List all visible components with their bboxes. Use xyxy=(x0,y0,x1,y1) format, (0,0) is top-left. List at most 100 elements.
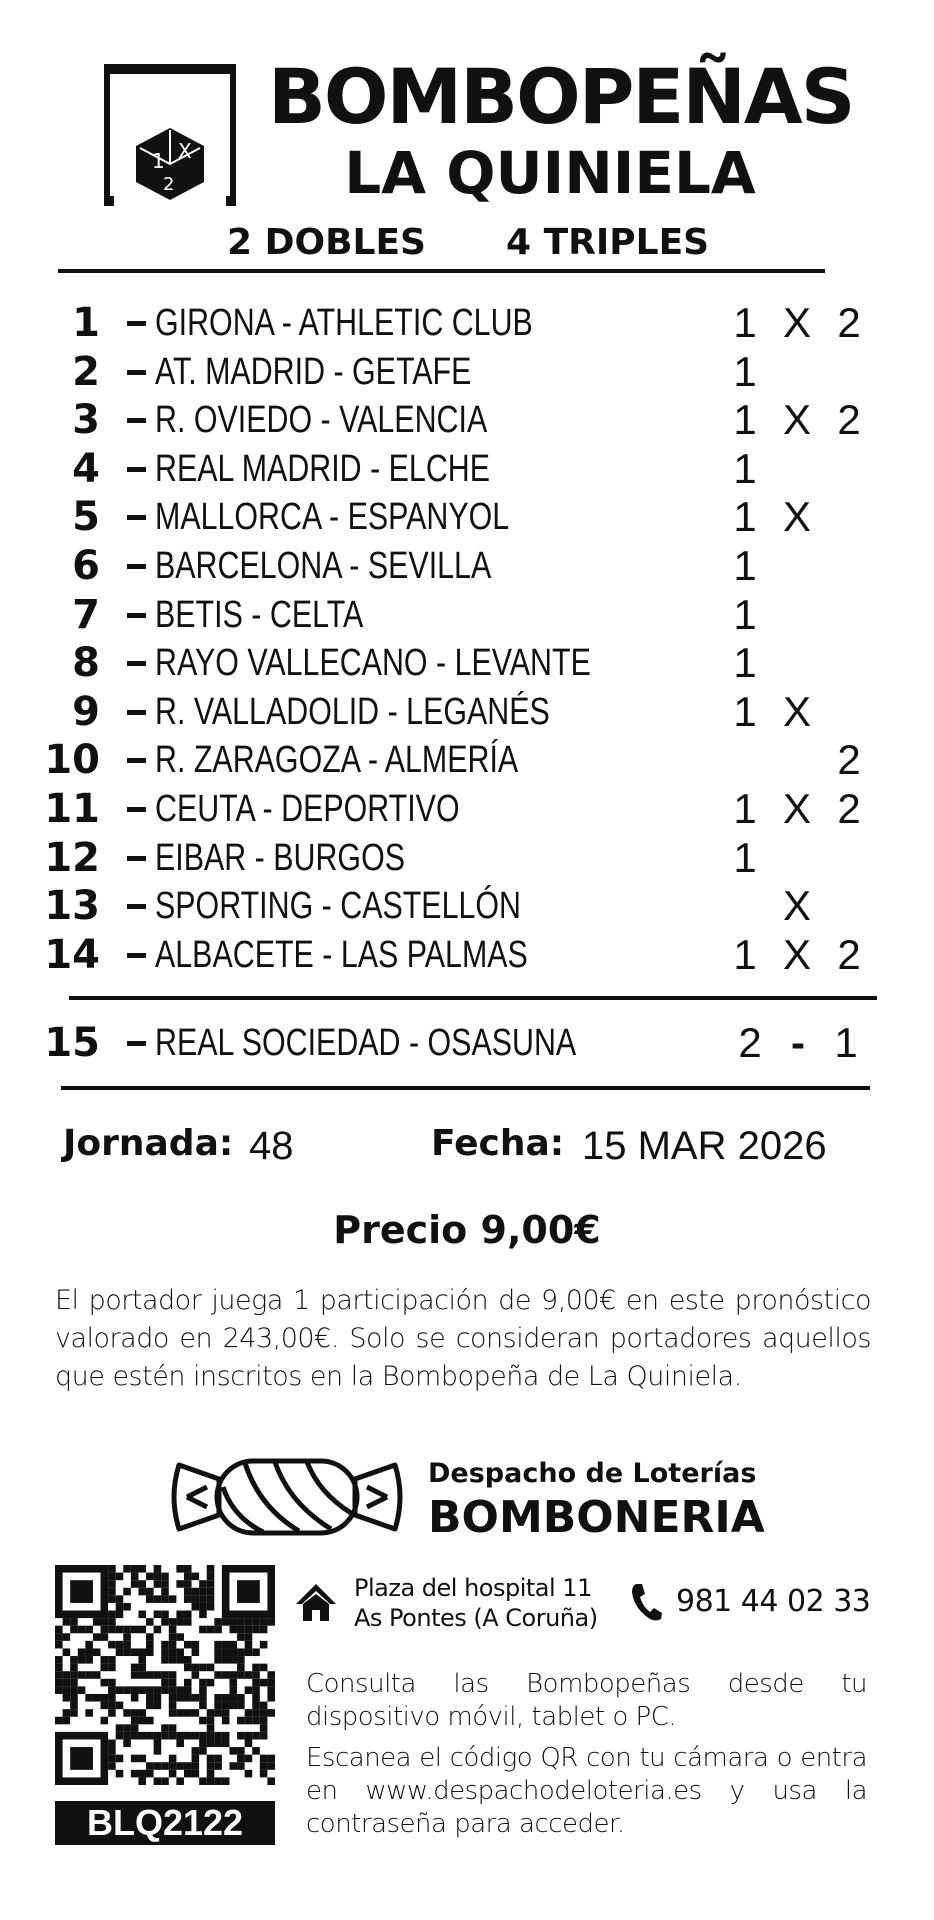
pick-1: 1 xyxy=(733,785,757,832)
qr-code[interactable] xyxy=(55,1565,275,1785)
dash xyxy=(127,661,146,667)
pick-1: 1 xyxy=(733,542,757,589)
match-row: 4 REAL MADRID - ELCHE 1 xyxy=(0,445,934,493)
match-number: 14 xyxy=(44,931,100,978)
info-escanea: Escanea el código QR con tu cámara o ent… xyxy=(306,1743,868,1839)
divider xyxy=(69,996,877,1000)
match-teams: REAL SOCIEDAD - OSASUNA xyxy=(155,1022,577,1064)
fecha-value: 15 MAR 2026 xyxy=(582,1124,827,1168)
pick-2: 2 xyxy=(837,396,861,444)
phone-number: 981 44 02 33 xyxy=(676,1584,871,1619)
dash xyxy=(127,564,146,569)
match-number: 7 xyxy=(72,591,100,638)
pick-1: 1 xyxy=(733,444,757,492)
pick-2: 2 xyxy=(837,930,861,978)
pick-2: 2 xyxy=(837,736,861,784)
match-row: 13 SPORTING - CASTELLÓN X xyxy=(0,882,934,930)
match-row: 5 MALLORCA - ESPANYOL 1 X xyxy=(0,493,934,541)
pleno-row: 15 REAL SOCIEDAD - OSASUNA 2 - 1 xyxy=(0,1019,934,1067)
match-teams: GIRONA - ATHLETIC CLUB xyxy=(155,302,533,344)
address-line2: As Pontes (A Coruña) xyxy=(354,1604,598,1632)
match-number: 4 xyxy=(72,445,100,492)
match-teams: R. OVIEDO - VALENCIA xyxy=(155,399,488,442)
pick-x: X xyxy=(782,396,811,444)
match-number: 13 xyxy=(44,883,100,930)
dash xyxy=(127,515,146,521)
address-line1: Plaza del hospital 11 xyxy=(354,1574,592,1602)
dobles-count: 2 DOBLES xyxy=(227,222,426,263)
house-icon xyxy=(296,1584,336,1621)
match-teams: REAL MADRID - ELCHE xyxy=(155,447,491,490)
match-number: 9 xyxy=(72,688,100,735)
match-teams: SPORTING - CASTELLÓN xyxy=(155,885,522,928)
pick-1: 1 xyxy=(733,299,757,346)
match-teams: RAYO VALLECANO - LEVANTE xyxy=(155,642,591,685)
divider xyxy=(61,1086,870,1090)
pick-1: 1 xyxy=(733,590,757,638)
info-consulta: Consulta las Bombopeñas desde tu disposi… xyxy=(306,1669,868,1732)
match-number: 5 xyxy=(72,494,100,541)
pick-1: 1 xyxy=(733,639,757,687)
match-teams: R. VALLADOLID - LEGANÉS xyxy=(155,690,550,733)
pick-x: X xyxy=(782,687,811,735)
access-code: BLQ2122 xyxy=(55,1801,275,1845)
bombopenas-logo: 1 X 2 xyxy=(104,64,236,206)
dash xyxy=(127,612,146,618)
jornada-value: 48 xyxy=(249,1124,294,1168)
match-row: 2 AT. MADRID - GETAFE 1 xyxy=(0,348,934,396)
svg-text:1: 1 xyxy=(152,149,165,173)
svg-text:X: X xyxy=(178,139,192,163)
match-row: 3 R. OVIEDO - VALENCIA 1 X 2 xyxy=(0,396,934,444)
brand-subtitle: LA QUINIELA xyxy=(344,139,756,207)
candy-icon xyxy=(171,1458,403,1536)
dash xyxy=(127,1041,146,1046)
fecha-label: Fecha: xyxy=(431,1123,565,1164)
match-number: 12 xyxy=(44,834,100,881)
phone-icon xyxy=(632,1584,662,1621)
pick-x: X xyxy=(782,299,811,346)
pick-2: 2 xyxy=(837,785,861,832)
dash xyxy=(127,709,146,715)
match-teams: CEUTA - DEPORTIVO xyxy=(155,788,460,830)
match-teams: AT. MADRID - GETAFE xyxy=(155,350,472,393)
match-number: 1 xyxy=(72,300,100,346)
match-row: 9 R. VALLADOLID - LEGANÉS 1 X xyxy=(0,688,934,736)
match-number: 10 xyxy=(44,737,100,784)
dash xyxy=(127,807,146,812)
pick-1: 1 xyxy=(733,493,757,541)
shop-name: BOMBONERIA xyxy=(428,1492,765,1543)
match-teams: BETIS - CELTA xyxy=(155,593,364,636)
pick-1: 1 xyxy=(733,396,757,444)
jornada-label: Jornada: xyxy=(63,1123,234,1164)
precio: Precio 9,00€ xyxy=(333,1208,601,1252)
dash xyxy=(127,855,146,861)
pleno-home: 2 xyxy=(738,1019,762,1066)
match-row: 6 BARCELONA - SEVILLA 1 xyxy=(0,542,934,590)
shop-line1: Despacho de Loterías xyxy=(428,1458,757,1489)
disclaimer: El portador juega 1 participación de 9,0… xyxy=(55,1285,872,1392)
dash xyxy=(127,904,146,910)
pick-1: 1 xyxy=(733,687,757,735)
dash xyxy=(127,952,146,958)
divider xyxy=(58,269,825,273)
match-row: 11 CEUTA - DEPORTIVO 1 X 2 xyxy=(0,785,934,833)
match-number: 2 xyxy=(72,348,100,395)
match-number: 3 xyxy=(72,397,100,444)
match-teams: EIBAR - BURGOS xyxy=(155,836,405,879)
pick-x: X xyxy=(782,785,811,832)
pleno-sep: - xyxy=(791,1019,805,1066)
pleno-away: 1 xyxy=(834,1019,858,1066)
match-row: 12 EIBAR - BURGOS 1 xyxy=(0,834,934,882)
match-row: 7 BETIS - CELTA 1 xyxy=(0,591,934,639)
svg-text:2: 2 xyxy=(163,174,174,195)
pick-2: 2 xyxy=(837,299,861,346)
match-row: 1 GIRONA - ATHLETIC CLUB 1 X 2 xyxy=(0,299,934,347)
triples-count: 4 TRIPLES xyxy=(506,222,710,263)
pick-x: X xyxy=(782,930,811,978)
dash xyxy=(127,321,146,326)
match-teams: ALBACETE - LAS PALMAS xyxy=(155,933,528,976)
match-row: 14 ALBACETE - LAS PALMAS 1 X 2 xyxy=(0,931,934,979)
match-teams: MALLORCA - ESPANYOL xyxy=(155,496,510,539)
match-number: 15 xyxy=(44,1020,100,1066)
brand-title: BOMBOPEÑAS xyxy=(268,52,855,141)
